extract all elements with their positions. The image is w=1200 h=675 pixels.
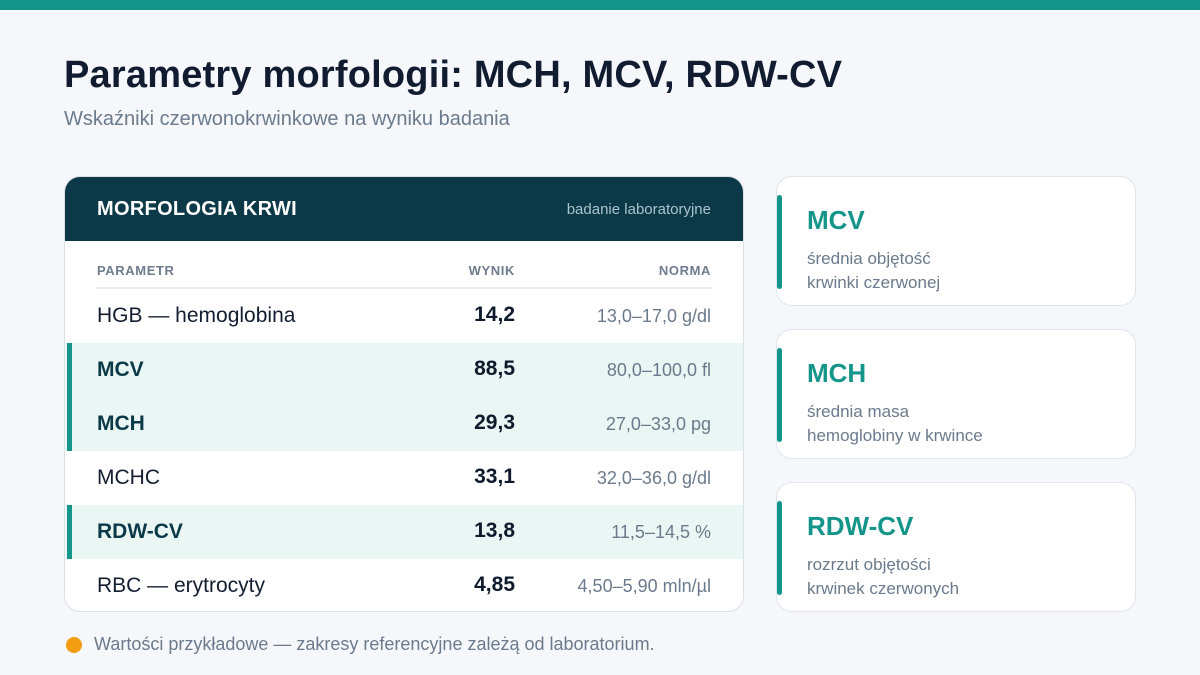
table-header: MORFOLOGIA KRWI badanie laboratoryjne: [65, 177, 743, 241]
table-row-highlighted: MCH 29,3 27,0–33,0 pg: [65, 397, 743, 451]
column-header-norm: NORMA: [658, 263, 711, 278]
row-result: 4,85: [474, 573, 515, 596]
card-accent-bar: [777, 348, 782, 442]
card-description-line: średnia objętość: [807, 249, 931, 268]
row-param: RDW-CV: [97, 520, 183, 543]
blood-count-table: MORFOLOGIA KRWI badanie laboratoryjne PA…: [64, 176, 744, 612]
row-norm: 32,0–36,0 g/dl: [596, 468, 711, 488]
column-header-result: WYNIK: [468, 263, 515, 278]
card-description: średnia objętość krwinki czerwonej: [807, 247, 940, 295]
row-accent-bar: [67, 343, 72, 397]
table-title: MORFOLOGIA KRWI: [97, 197, 298, 220]
card-description-line: średnia masa: [807, 402, 910, 421]
row-accent-bar: [67, 505, 72, 559]
row-result: 33,1: [474, 465, 515, 488]
card-title: MCV: [807, 205, 865, 235]
table-rows: HGB — hemoglobina 14,2 13,0–17,0 g/dl MC…: [65, 289, 743, 611]
column-headers: PARAMETR WYNIK NORMA: [97, 241, 711, 289]
page-title: Parametry morfologii: MCH, MCV, RDW-CV: [64, 54, 843, 96]
table-row-highlighted: RDW-CV 13,8 11,5–14,5 %: [65, 505, 743, 559]
info-card-rdw-cv: RDW-CV rozrzut objętości krwinek czerwon…: [776, 482, 1136, 612]
row-norm: 11,5–14,5 %: [611, 522, 711, 542]
card-accent-bar: [777, 501, 782, 595]
row-norm: 80,0–100,0 fl: [606, 360, 711, 380]
row-param: MCH: [97, 412, 145, 435]
card-description: rozrzut objętości krwinek czerwonych: [807, 553, 959, 601]
card-title: MCH: [807, 358, 867, 388]
info-card-mch: MCH średnia masa hemoglobiny w krwince: [776, 329, 1136, 459]
top-accent-bar: [0, 0, 1200, 10]
card-accent-bar: [777, 195, 782, 289]
card-description-line: krwinki czerwonej: [807, 273, 941, 292]
row-result: 29,3: [474, 411, 515, 434]
footnote-text: Wartości przykładowe — zakresy referency…: [94, 634, 655, 654]
row-result: 88,5: [474, 357, 515, 380]
footnote: Wartości przykładowe — zakresy referency…: [66, 634, 655, 655]
row-param: MCHC: [97, 466, 160, 489]
row-param: MCV: [97, 358, 144, 381]
row-param: HGB — hemoglobina: [97, 304, 296, 327]
card-description-line: krwinek czerwonych: [807, 579, 960, 598]
row-norm: 4,50–5,90 mln/µl: [577, 576, 711, 596]
page-subtitle: Wskaźniki czerwonokrwinkowe na wyniku ba…: [64, 108, 510, 130]
row-accent-bar: [67, 397, 72, 451]
card-description-line: hemoglobiny w krwince: [807, 426, 983, 445]
table-row: MCHC 33,1 32,0–36,0 g/dl: [65, 451, 743, 505]
footnote-dot-icon: [66, 636, 82, 653]
table-row-highlighted: MCV 88,5 80,0–100,0 fl: [65, 343, 743, 397]
row-result: 14,2: [474, 303, 515, 326]
row-param: RBC — erytrocyty: [97, 574, 266, 597]
info-card-mcv: MCV średnia objętość krwinki czerwonej: [776, 176, 1136, 306]
card-title: RDW-CV: [807, 511, 914, 541]
column-header-param: PARAMETR: [97, 263, 175, 278]
table-row: HGB — hemoglobina 14,2 13,0–17,0 g/dl: [65, 289, 743, 343]
row-norm: 13,0–17,0 g/dl: [596, 306, 711, 326]
table-row: RBC — erytrocyty 4,85 4,50–5,90 mln/µl: [65, 559, 743, 611]
row-norm: 27,0–33,0 pg: [605, 414, 711, 434]
table-note: badanie laboratoryjne: [566, 200, 711, 218]
row-result: 13,8: [474, 519, 515, 542]
card-description-line: rozrzut objętości: [807, 555, 931, 574]
card-description: średnia masa hemoglobiny w krwince: [807, 400, 983, 448]
